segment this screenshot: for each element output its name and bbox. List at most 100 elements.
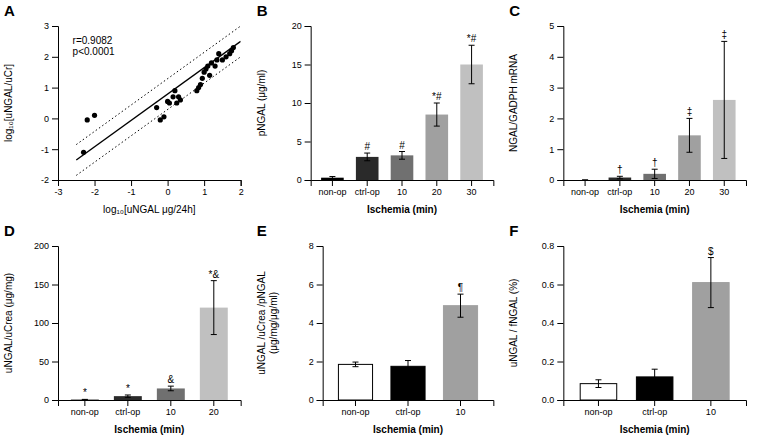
error-bar-cap — [82, 399, 88, 400]
tick: 0.2 — [542, 357, 564, 367]
tick: -1 — [128, 180, 136, 197]
tick-label: 0 — [166, 187, 171, 197]
tick-label: 5 — [549, 21, 554, 31]
error-bar — [721, 41, 727, 158]
tick-mark — [619, 180, 620, 186]
y-axis-title: uNGAL /uCrea /pNGAL(μg/mg/μg/ml) — [256, 271, 280, 375]
error-bar-cap — [211, 280, 217, 281]
panel-label: F — [509, 222, 518, 239]
point — [207, 73, 212, 78]
tick-mark — [436, 180, 437, 186]
error-bar-cap — [364, 153, 370, 154]
x-axis-title: Ischemia (min) — [373, 424, 443, 435]
bar — [443, 306, 477, 400]
tick: 20 — [684, 180, 694, 197]
text-line: uNGAL /uCrea /pNGAL — [256, 271, 267, 375]
tick-label: 0 — [44, 395, 49, 405]
error-bar-cap — [652, 384, 658, 385]
tick-label: 1 — [44, 83, 49, 93]
tick: 0.0 — [542, 395, 564, 405]
annotation: * — [126, 383, 130, 394]
tick: 1 — [549, 145, 563, 155]
error-bar-cap — [458, 317, 464, 318]
tick: 50 — [39, 357, 58, 367]
point — [200, 76, 205, 81]
tick-mark — [367, 180, 368, 186]
tick-label: 6 — [309, 280, 314, 290]
error-bar — [352, 362, 358, 367]
tick-mark — [557, 26, 563, 27]
chart: -3-2-1012-2-10123r=0.9082p<0.0001log₁₀[u… — [0, 0, 758, 441]
tick: ctrl-op — [355, 180, 380, 197]
annotation: ‡ — [721, 29, 727, 40]
error-bar-cap — [595, 379, 601, 380]
error-bar-stem — [710, 258, 711, 308]
error-bar-cap — [329, 178, 335, 179]
tick-label: 50 — [39, 357, 49, 367]
tick-mark — [52, 26, 58, 27]
error-bar — [458, 294, 464, 317]
tick-label: ctrl-op — [115, 407, 140, 417]
text-line: r=0.9082 — [73, 35, 113, 46]
error-bar-cap — [405, 372, 411, 373]
error-bar-cap — [125, 397, 131, 398]
tick: 10 — [397, 180, 407, 197]
tick-label: -1 — [41, 145, 49, 155]
annotation: *& — [209, 269, 220, 280]
tick: 0 — [297, 175, 311, 185]
error-bar — [469, 45, 475, 84]
error-bar — [211, 281, 217, 335]
y-axis: 0.00.20.40.60.8 — [542, 241, 564, 405]
tick-label: non-op — [571, 187, 599, 197]
tick-mark — [305, 65, 311, 66]
tick: 2 — [309, 357, 323, 367]
axis-line — [323, 401, 494, 407]
tick: 1 — [202, 180, 207, 197]
error-bar-cap — [352, 366, 358, 367]
tick: non-op — [584, 400, 612, 417]
x-axis: non-opctrl-op102030 — [564, 180, 747, 197]
error-bar-stem — [408, 361, 409, 373]
annotation: * — [83, 387, 87, 398]
x-axis-title: log₁₀[uNGAL μg/24h] — [103, 204, 196, 215]
tick: 4 — [309, 318, 323, 328]
text-line: NGAL/GADPH mRNA — [508, 54, 519, 152]
error-bar-cap — [595, 387, 601, 388]
error-bar-stem — [213, 281, 214, 335]
tick: 3 — [44, 21, 58, 31]
axis-line — [311, 181, 494, 187]
panel: non-opctrl-op1020050100150200**&*&Ischem… — [3, 222, 241, 435]
tick-mark — [52, 285, 58, 286]
tick-mark — [557, 285, 563, 286]
annotation: r=0.9082p<0.0001 — [73, 35, 115, 58]
tick-mark — [332, 180, 333, 186]
tick-label: ctrl-op — [355, 187, 380, 197]
tick-mark — [213, 400, 214, 406]
tick: 3 — [549, 83, 563, 93]
tick-mark — [654, 180, 655, 186]
tick-label: non-op — [318, 187, 346, 197]
tick: 4 — [549, 52, 563, 62]
annotation: *# — [432, 91, 442, 102]
error-bar-cap — [469, 83, 475, 84]
error-bar — [364, 153, 370, 161]
x-axis-title: Ischemia (min) — [620, 204, 690, 215]
tick-mark — [170, 400, 171, 406]
tick: 0.6 — [542, 280, 564, 290]
error-bar-cap — [617, 176, 623, 177]
tick: -2 — [41, 175, 58, 185]
error-bar-cap — [582, 180, 588, 181]
tick-mark — [557, 246, 563, 247]
tick: 20 — [292, 21, 311, 31]
tick-label: 3 — [44, 21, 49, 31]
axis-line — [52, 27, 59, 181]
tick-label: non-op — [341, 407, 369, 417]
tick-mark — [654, 400, 655, 406]
tick-mark — [305, 26, 311, 27]
tick-mark — [557, 362, 563, 363]
tick-label: 1 — [549, 145, 554, 155]
bar — [71, 399, 99, 400]
error-bar-cap — [405, 360, 411, 361]
tick-label: 30 — [467, 187, 477, 197]
error-bar-stem — [654, 169, 655, 178]
